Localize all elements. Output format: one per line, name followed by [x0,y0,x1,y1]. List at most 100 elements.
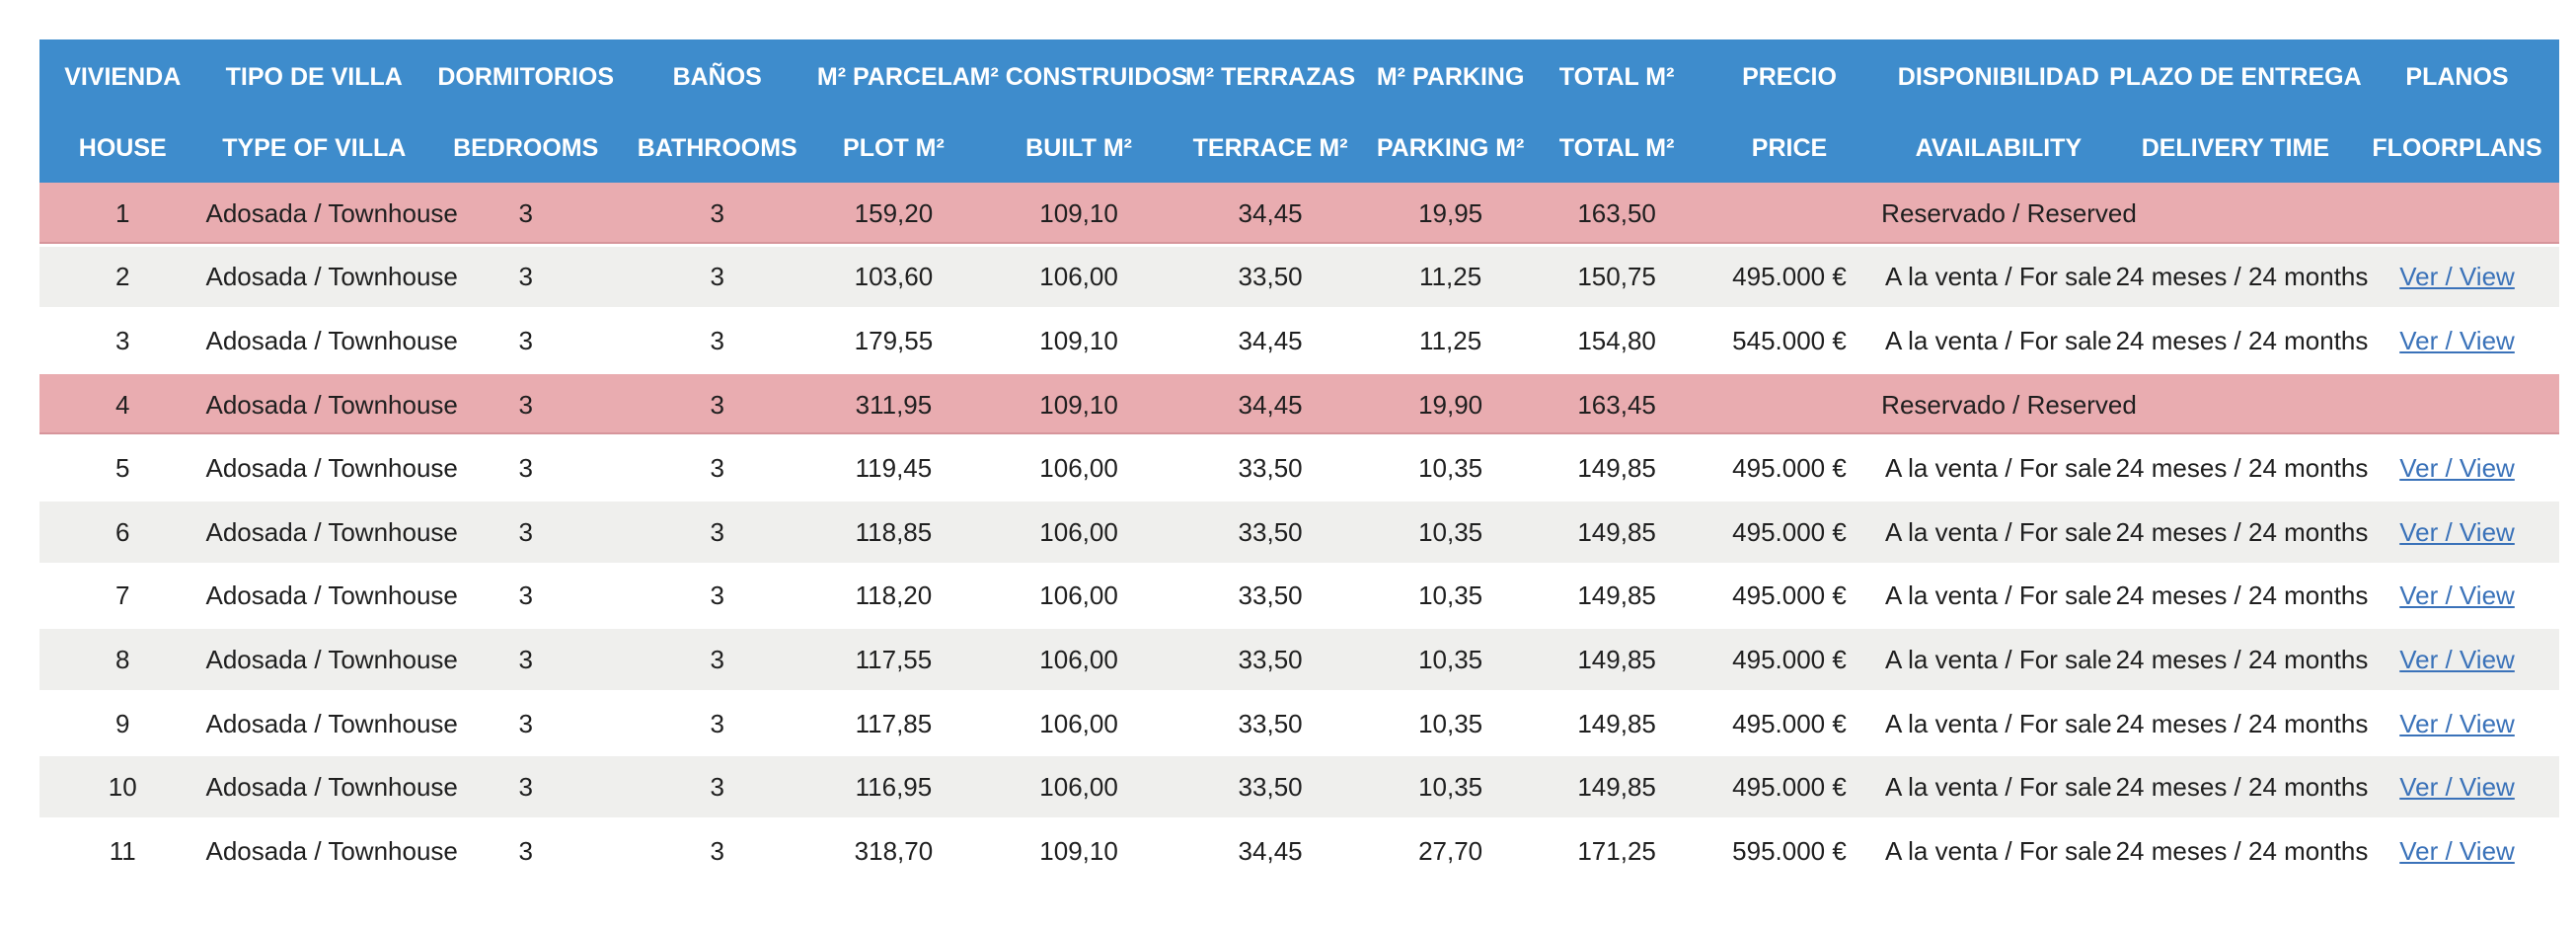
column-header-bedrooms: DORMITORIOS BEDROOMS [422,39,629,183]
cell-parking-m2: 11,25 [1419,325,1482,355]
cell-terrace-m2: 34,45 [1238,325,1303,355]
header-label-en: AVAILABILITY [1915,134,2083,162]
cell-floorplans: Ver / View [2355,582,2559,608]
cell-price: 545.000 € [1732,325,1847,355]
floorplan-link[interactable]: Ver / View [2399,835,2515,866]
floorplan-link[interactable]: Ver / View [2399,772,2515,803]
cell-plot-m2: 179,55 [854,325,934,355]
cell-parking-m2: 10,35 [1418,516,1483,547]
table-row: 5 Adosada / Townhouse 3 3 119,45 106,00 … [39,437,2559,502]
cell-availability: Reservado / Reserved [1881,389,2137,420]
cell-built-m2: 106,00 [1039,262,1118,292]
cell-delivery-time: 24 meses / 24 months [2115,453,2369,484]
cell-bedrooms: 3 [518,389,533,420]
cell-total-m2: 163,45 [1577,389,1656,420]
cell-bathrooms: 3 [710,197,724,228]
cell-plot-m2: 116,95 [855,772,933,803]
cell-floorplans: Ver / View [2355,328,2559,353]
header-label-en: PRICE [1751,134,1828,162]
floorplan-link[interactable]: Ver / View [2399,644,2515,674]
cell-plot-m2: 103,60 [854,262,934,292]
column-header-terrace-m2: M² TERRAZAS TERRACE M² [1175,39,1364,183]
cell-bathrooms: 3 [710,516,724,547]
floorplan-link[interactable]: Ver / View [2399,708,2515,738]
cell-house: 11 [109,835,136,866]
header-label-es: VIVIENDA [64,63,182,91]
cell-bedrooms: 3 [518,262,533,292]
cell-parking-m2: 10,35 [1418,580,1483,611]
cell-villa-type: Adosada / Townhouse [205,262,458,292]
cell-price: 495.000 € [1732,644,1847,674]
header-label-en: FLOORPLANS [2372,134,2542,162]
table-row: 4 Adosada / Townhouse 3 3 311,95 109,10 … [39,373,2559,438]
cell-floorplans: Ver / View [2355,711,2559,736]
cell-villa-type: Adosada / Townhouse [205,835,458,866]
cell-house: 3 [115,325,130,355]
cell-house: 5 [115,453,130,484]
cell-bedrooms: 3 [518,580,533,611]
column-header-built-m2: M² CONSTRUIDOS BUILT M² [970,39,1188,183]
table-header: VIVIENDA HOUSE TIPO DE VILLA TYPE OF VIL… [39,39,2559,183]
cell-parking-m2: 10,35 [1418,644,1483,674]
cell-built-m2: 106,00 [1039,644,1118,674]
header-label-en: TYPE OF VILLA [222,134,407,162]
cell-delivery-time: 24 meses / 24 months [2115,644,2369,674]
cell-villa-type: Adosada / Townhouse [205,453,458,484]
header-label-es: M² PARCELA [816,63,970,91]
cell-parking-m2: 19,90 [1418,389,1483,420]
floorplan-link[interactable]: Ver / View [2399,453,2515,484]
cell-plot-m2: 118,85 [855,516,933,547]
cell-plot-m2: 117,55 [855,644,933,674]
cell-availability: A la venta / For sale [1884,453,2112,484]
cell-availability: A la venta / For sale [1884,580,2112,611]
cell-terrace-m2: 33,50 [1238,262,1303,292]
cell-bedrooms: 3 [518,516,533,547]
floorplan-link[interactable]: Ver / View [2399,580,2515,611]
cell-built-m2: 109,10 [1039,389,1118,420]
header-label-es: M² PARKING [1376,63,1525,91]
cell-bedrooms: 3 [518,325,533,355]
cell-built-m2: 109,10 [1039,197,1118,228]
header-label-es: M² TERRAZAS [1184,63,1356,91]
cell-total-m2: 154,80 [1577,325,1656,355]
cell-house: 6 [115,516,130,547]
cell-availability: A la venta / For sale [1884,325,2112,355]
floorplan-link[interactable]: Ver / View [2399,262,2515,292]
cell-total-m2: 149,85 [1577,772,1656,803]
cell-terrace-m2: 34,45 [1238,197,1303,228]
cell-terrace-m2: 33,50 [1238,708,1303,738]
cell-floorplans: Ver / View [2355,455,2559,481]
cell-total-m2: 163,50 [1577,197,1656,228]
header-label-en: HOUSE [78,134,167,162]
cell-total-m2: 149,85 [1577,708,1656,738]
cell-villa-type: Adosada / Townhouse [205,325,458,355]
cell-total-m2: 149,85 [1577,516,1656,547]
header-label-en: BUILT M² [1025,134,1132,162]
column-header-parking-m2: M² PARKING PARKING M² [1365,39,1537,183]
floorplan-link[interactable]: Ver / View [2399,325,2515,355]
cell-availability: A la venta / For sale [1884,644,2112,674]
column-header-bathrooms: BAÑOS BATHROOMS [629,39,805,183]
cell-floorplans: Ver / View [2355,264,2559,289]
cell-delivery-time: 24 meses / 24 months [2115,772,2369,803]
cell-built-m2: 106,00 [1039,580,1118,611]
cell-price: 495.000 € [1732,580,1847,611]
cell-bathrooms: 3 [710,262,724,292]
header-label-en: PARKING M² [1376,134,1525,162]
cell-floorplans: Ver / View [2355,519,2559,545]
cell-terrace-m2: 33,50 [1238,772,1303,803]
cell-built-m2: 106,00 [1039,516,1118,547]
floorplan-link[interactable]: Ver / View [2399,516,2515,547]
cell-floorplans: Ver / View [2355,838,2559,864]
header-label-es: TOTAL M² [1558,63,1675,91]
column-header-floorplans: PLANOS FLOORPLANS [2355,39,2559,183]
table-row: 8 Adosada / Townhouse 3 3 117,55 106,00 … [39,629,2559,693]
cell-house: 10 [108,772,137,803]
cell-availability: A la venta / For sale [1884,772,2112,803]
cell-house: 1 [115,197,130,228]
cell-terrace-m2: 34,45 [1238,389,1303,420]
cell-house: 8 [115,644,130,674]
cell-parking-m2: 10,35 [1418,708,1483,738]
table-row: 11 Adosada / Townhouse 3 3 318,70 109,10… [39,819,2559,885]
cell-parking-m2: 19,95 [1418,197,1483,228]
